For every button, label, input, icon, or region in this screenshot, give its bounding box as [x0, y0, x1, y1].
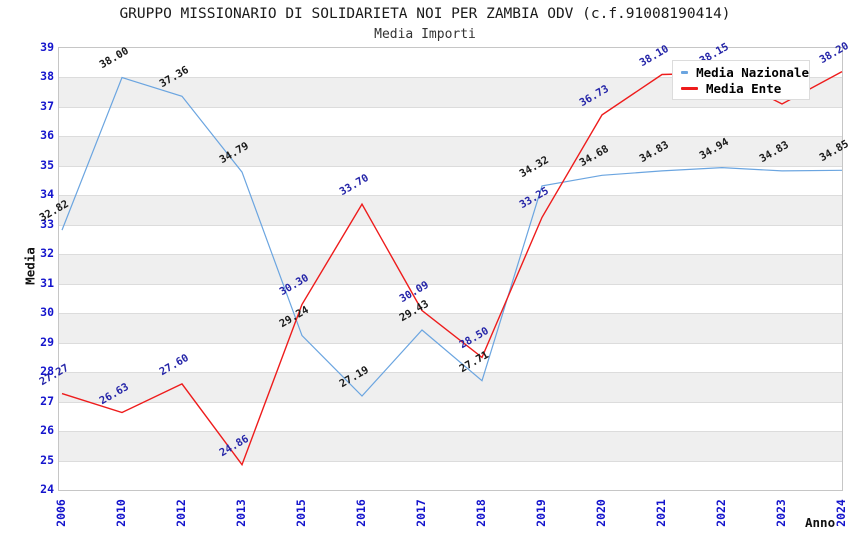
x-tick-label: 2015 — [294, 499, 308, 527]
y-tick-label: 31 — [40, 275, 54, 290]
legend-item-media-nazionale: Media Nazionale — [673, 65, 809, 80]
x-tick-label: 2012 — [174, 499, 188, 527]
x-tick-label: 2023 — [774, 499, 788, 527]
x-tick-label: 2024 — [834, 499, 848, 527]
gridline — [59, 401, 842, 403]
y-tick-label: 25 — [40, 452, 54, 467]
x-tick-label: 2020 — [594, 499, 608, 527]
series-lines-layer — [61, 70, 843, 467]
line-media-ente — [61, 70, 843, 467]
plot-area: 32.82 38.00 37.36 34.79 29.24 27.19 29.43 27.71… — [38, 39, 850, 491]
gridline — [59, 254, 842, 256]
y-tick-label: 37 — [40, 98, 54, 113]
gridline — [59, 372, 842, 374]
y-tick-label: 26 — [40, 423, 54, 438]
grid-band — [59, 431, 842, 461]
grid-band — [59, 195, 842, 225]
y-tick-label: 28 — [40, 364, 54, 379]
x-tick-label: 2010 — [114, 499, 128, 527]
x-tick-label: 2006 — [54, 499, 68, 527]
gridline — [59, 136, 842, 138]
gridline — [59, 195, 842, 197]
x-tick-label: 2018 — [474, 499, 488, 527]
y-tick-label: 33 — [40, 216, 54, 231]
y-tick-label: 24 — [40, 482, 54, 496]
gridline — [59, 431, 842, 433]
y-tick-label: 38 — [40, 69, 54, 84]
y-tick-label: 32 — [40, 246, 54, 261]
gridline — [59, 283, 842, 285]
x-tick-label: 2017 — [414, 499, 428, 527]
chart-subtitle: Media Importi — [374, 27, 476, 42]
legend-label-media-nazionale: Media Nazionale — [696, 64, 809, 80]
legend-item-media-ente: Media Ente — [673, 81, 809, 96]
grid-band — [59, 136, 842, 166]
gridline — [59, 313, 842, 315]
y-tick-label: 34 — [40, 187, 54, 202]
x-axis-title: Anno — [805, 515, 836, 530]
gridline — [59, 77, 842, 79]
y-tick-label: 39 — [40, 40, 54, 54]
media-nazionale-line-swatch-icon — [681, 70, 689, 74]
chart-title: GRUPPO MISSIONARIO DI SOLIDARIETA NOI PE… — [119, 6, 731, 22]
x-tick-label: 2016 — [354, 499, 368, 527]
line-media-nazionale — [61, 76, 843, 397]
gridline — [59, 224, 842, 226]
y-tick-label: 27 — [40, 393, 54, 408]
gridline — [59, 106, 842, 108]
gridline — [59, 460, 842, 462]
media-ente-line-swatch-icon — [681, 86, 698, 90]
grid-band — [59, 372, 842, 402]
x-tick-label: 2019 — [534, 499, 548, 527]
x-tick-label: 2013 — [234, 499, 248, 527]
legend-label-media-ente: Media Ente — [706, 80, 782, 96]
x-tick-label: 2021 — [654, 499, 668, 527]
gridline — [59, 165, 842, 167]
y-tick-label: 35 — [40, 157, 54, 172]
y-tick-label: 29 — [40, 334, 54, 349]
gridline — [59, 342, 842, 344]
y-tick-label: 36 — [40, 128, 54, 143]
x-tick-label: 2022 — [714, 499, 728, 527]
legend: Media Nazionale Media Ente — [672, 60, 810, 100]
grid-band — [59, 313, 842, 343]
y-tick-label: 30 — [40, 305, 54, 320]
grid-band — [59, 254, 842, 284]
